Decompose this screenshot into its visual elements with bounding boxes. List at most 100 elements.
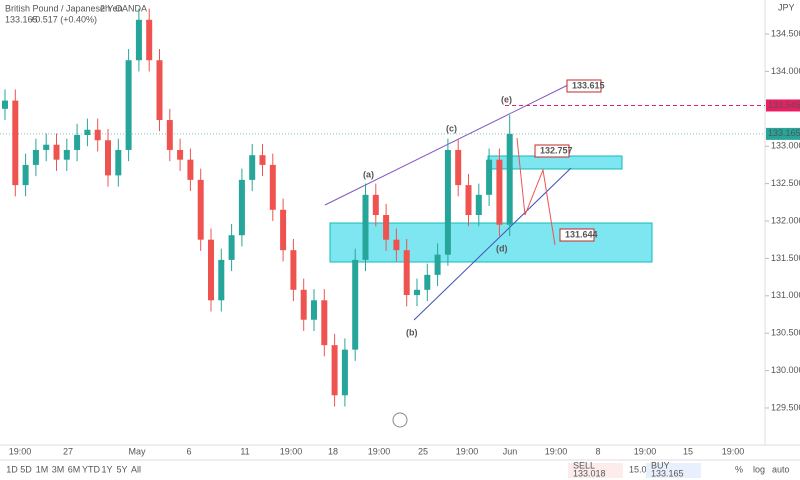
price-tag-label: 133.545: [768, 100, 800, 110]
candle-body: [177, 149, 184, 160]
range-button[interactable]: 1M: [36, 464, 49, 474]
candle-body: [197, 179, 204, 240]
candle-body: [238, 179, 245, 236]
candle-body: [228, 235, 235, 260]
candle-body: [424, 274, 431, 290]
candle-body: [2, 100, 8, 109]
range-button[interactable]: 3M: [52, 464, 65, 474]
candle-body: [383, 215, 390, 240]
target-box: [534, 144, 570, 158]
candle-body: [43, 144, 50, 150]
candle-body: [362, 194, 369, 260]
range-button[interactable]: YTD: [82, 464, 101, 474]
candle-body: [187, 159, 194, 180]
target-box: [559, 228, 595, 242]
candle-body: [341, 349, 348, 396]
x-tick-label: 19:00: [634, 446, 657, 456]
x-tick-label: 11: [240, 446, 249, 456]
wave-label: (e): [501, 94, 512, 104]
candle-body: [259, 155, 266, 165]
reset-button[interactable]: [392, 412, 408, 428]
x-tick-label: May: [128, 446, 146, 456]
candle-body: [115, 149, 122, 176]
price-tag-label: 133.165: [768, 128, 800, 138]
buy-label: BUY: [651, 460, 670, 470]
candle-body: [455, 149, 462, 186]
target-label: 132.757: [540, 145, 573, 155]
candle-body: [290, 250, 297, 290]
buy-button[interactable]: [646, 463, 701, 478]
y-tick-label: 134.000: [771, 66, 800, 76]
y-tick-label: 131.000: [771, 290, 800, 300]
forecast-path: [516, 137, 556, 246]
candle-body: [280, 209, 287, 251]
target-label: 133.615: [572, 80, 605, 90]
x-tick-label: 19:00: [545, 446, 568, 456]
candle-body: [32, 149, 39, 165]
x-tick-label: 19:00: [280, 446, 303, 456]
candle-body: [321, 300, 328, 346]
sell-price: 133.018: [573, 468, 606, 478]
x-tick-label: 15: [683, 446, 693, 456]
range-button[interactable]: All: [131, 464, 141, 474]
target-label: 131.644: [565, 229, 598, 239]
zone-box: [329, 222, 653, 263]
target-box: [566, 79, 602, 93]
candle-body: [208, 239, 214, 301]
candle-body: [444, 149, 451, 255]
candle-body: [414, 289, 420, 296]
log-toggle[interactable]: log: [753, 464, 765, 474]
range-button[interactable]: 1D: [6, 464, 18, 474]
auto-toggle[interactable]: auto: [772, 464, 790, 474]
candle-body: [105, 140, 111, 176]
candle-body: [53, 144, 60, 160]
candle-body: [22, 164, 29, 186]
x-tick-label: 6: [186, 446, 191, 456]
candle-body: [166, 120, 173, 150]
wave-label: (a): [363, 169, 374, 179]
x-tick-label: 27: [63, 446, 73, 456]
sell-label: SELL: [573, 460, 595, 470]
candle-body: [249, 155, 256, 180]
price-tag: [766, 127, 800, 140]
candle-body: [300, 289, 307, 320]
candle-body: [496, 159, 503, 225]
range-button[interactable]: 5Y: [116, 464, 127, 474]
range-button[interactable]: 5D: [20, 464, 32, 474]
range-button[interactable]: 1Y: [101, 464, 112, 474]
exchange: OANDA: [115, 3, 147, 13]
candle-body: [372, 194, 379, 216]
candle-body: [12, 100, 19, 186]
y-tick-label: 132.500: [771, 178, 800, 188]
x-tick-label: 25: [418, 446, 428, 456]
candle-body: [156, 60, 163, 121]
candle-body: [403, 250, 410, 296]
candle-body: [84, 129, 91, 135]
range-button[interactable]: 6M: [68, 464, 81, 474]
x-tick-label: 18: [328, 446, 338, 456]
candle-body: [311, 300, 317, 320]
candle-body: [331, 345, 338, 396]
y-tick-label: 134.500: [771, 28, 800, 38]
candle-body: [465, 185, 472, 216]
sell-button[interactable]: [568, 463, 623, 478]
trend-line: [413, 167, 572, 321]
x-tick-label: 8: [595, 446, 600, 456]
y-tick-label: 132.000: [771, 215, 800, 225]
wave-label: (b): [406, 327, 418, 337]
percent-toggle[interactable]: %: [735, 464, 743, 474]
y-tick-label: 129.500: [771, 402, 800, 412]
candle-body: [269, 164, 276, 210]
x-tick-label: Jun: [503, 446, 518, 456]
candle-body: [63, 149, 70, 160]
y-tick-label: 130.000: [771, 365, 800, 375]
interval: 2h: [100, 3, 110, 13]
candle-body: [125, 60, 132, 150]
y-tick-label: 130.500: [771, 328, 800, 338]
candle-body: [94, 129, 101, 141]
candle-body: [352, 259, 359, 350]
price-tag: [766, 99, 800, 112]
x-tick-label: 19:00: [456, 446, 479, 456]
candle-body: [146, 19, 153, 61]
